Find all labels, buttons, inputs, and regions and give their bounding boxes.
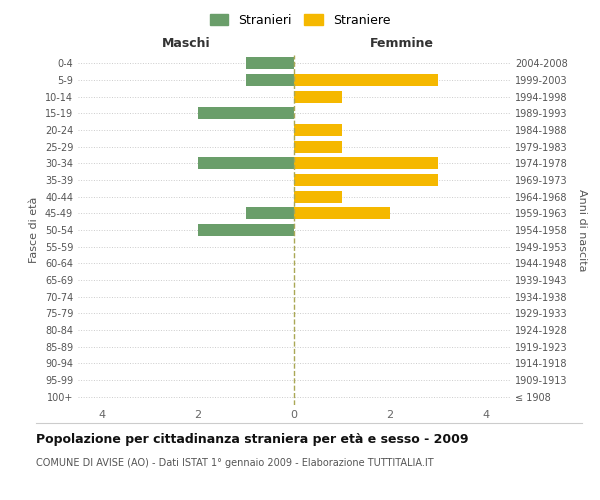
Bar [294,140,342,152]
Bar [198,224,294,236]
Bar [198,158,294,170]
Text: COMUNE DI AVISE (AO) - Dati ISTAT 1° gennaio 2009 - Elaborazione TUTTITALIA.IT: COMUNE DI AVISE (AO) - Dati ISTAT 1° gen… [36,458,434,468]
Bar [294,74,438,86]
Legend: Stranieri, Straniere: Stranieri, Straniere [205,8,395,32]
Bar [294,208,390,220]
Y-axis label: Anni di nascita: Anni di nascita [577,188,587,271]
Bar [294,124,342,136]
Bar [246,74,294,86]
Bar [294,190,342,202]
Y-axis label: Fasce di età: Fasce di età [29,197,39,263]
Bar [294,174,438,186]
Bar [246,208,294,220]
Bar [294,158,438,170]
Bar [198,108,294,120]
Text: Maschi: Maschi [161,37,211,50]
Bar [294,90,342,102]
Text: Femmine: Femmine [370,37,434,50]
Text: Popolazione per cittadinanza straniera per età e sesso - 2009: Popolazione per cittadinanza straniera p… [36,432,469,446]
Bar [246,58,294,70]
